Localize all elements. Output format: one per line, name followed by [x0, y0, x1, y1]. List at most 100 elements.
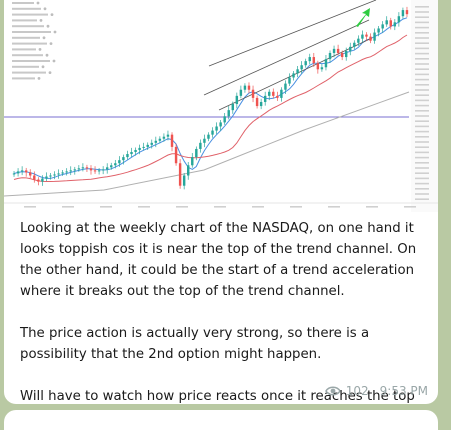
candle [397, 16, 401, 23]
candle [276, 95, 279, 98]
candle [401, 10, 405, 17]
candle [97, 170, 101, 172]
candle [37, 179, 40, 182]
price-tick-label [415, 58, 429, 60]
candle [381, 24, 384, 29]
candle [259, 101, 263, 107]
eye-icon [324, 386, 341, 396]
candle [191, 157, 194, 166]
candle [154, 140, 158, 143]
candle [211, 130, 214, 135]
price-tick-label [415, 156, 429, 159]
candle [158, 138, 162, 141]
candle [16, 171, 20, 174]
candle [33, 175, 36, 180]
indicator-eye-icon [42, 36, 46, 40]
price-tick-label [415, 73, 429, 76]
indicator-eye-icon [36, 1, 40, 5]
indicator-legend-row [12, 31, 51, 33]
message-paragraph-3: Will have to watch how price reacts once… [20, 389, 415, 404]
indicator-legend-row [12, 65, 39, 68]
price-tick-label [415, 68, 429, 70]
price-tick-label [415, 167, 429, 169]
price-tick-label [415, 130, 429, 133]
price-tick-label [415, 52, 429, 55]
candle [280, 89, 283, 98]
candle [73, 169, 77, 171]
candle [304, 61, 307, 66]
time-tick-label [214, 206, 226, 208]
indicator-legend-row [12, 25, 44, 28]
indicator-eye-icon [45, 53, 49, 57]
candle [247, 85, 251, 90]
indicator-legend-row [12, 7, 41, 10]
candle [24, 170, 28, 173]
candle [12, 173, 16, 175]
candle [353, 42, 356, 47]
price-tick-label [415, 6, 429, 8]
price-tick-label [415, 94, 429, 96]
time-tick-label [100, 206, 112, 208]
candle [369, 36, 372, 41]
candle [235, 95, 239, 105]
candle [308, 57, 311, 62]
indicator-eye-icon [49, 42, 53, 45]
candle [344, 50, 348, 58]
candle [118, 160, 121, 164]
candle [114, 163, 117, 166]
candle [316, 63, 320, 70]
price-tick-label [415, 172, 429, 174]
candle [243, 85, 247, 90]
candle [365, 34, 368, 37]
time-tick-label [290, 206, 302, 208]
price-tick-label [415, 42, 429, 44]
candle [142, 146, 145, 148]
price-tick-label [415, 37, 429, 39]
candle [377, 28, 380, 33]
price-tick-label [415, 89, 429, 91]
candle [405, 10, 409, 15]
candle [268, 91, 271, 96]
candle [349, 46, 352, 51]
candle [336, 48, 340, 53]
price-tick-label [415, 104, 429, 107]
candle [332, 48, 336, 53]
ma-mid-line [13, 34, 408, 182]
price-tick-label [415, 26, 429, 29]
message-meta: 102 9:53 PM [324, 384, 428, 398]
price-tick-label [415, 141, 429, 143]
candle [170, 134, 174, 147]
price-tick-label [415, 193, 429, 195]
view-count: 102 [345, 384, 369, 398]
indicator-eye-icon [43, 7, 47, 11]
price-tick-label [415, 16, 429, 18]
candle [41, 178, 44, 182]
candle [138, 147, 141, 150]
candle [89, 168, 93, 171]
trend-channel-mid [203, 19, 370, 96]
message-text: Looking at the weekly chart of the NASDA… [20, 218, 430, 404]
indicator-legend-row [12, 71, 46, 74]
candle [69, 170, 72, 172]
candle [292, 73, 295, 78]
ma-long-line [4, 91, 410, 197]
candle [227, 110, 230, 117]
nasdaq-weekly-chart[interactable] [4, 0, 438, 212]
price-tick-label [415, 188, 429, 190]
price-tick-label [415, 162, 429, 164]
price-tick-label [415, 146, 429, 148]
candle [312, 57, 316, 64]
message-bubble: Looking at the weekly chart of the NASDA… [4, 0, 438, 404]
indicator-eye-icon [41, 65, 45, 69]
ma-short-line [13, 17, 408, 179]
time-tick-label [24, 206, 36, 208]
price-tick-label [415, 11, 429, 13]
indicator-legend-row [12, 13, 48, 16]
candle [251, 89, 255, 98]
indicator-eye-icon [37, 77, 41, 80]
candle [320, 67, 324, 70]
candle [385, 20, 388, 25]
indicator-eye-icon [38, 48, 42, 51]
indicator-legend-row [12, 54, 43, 57]
candle [340, 52, 344, 58]
